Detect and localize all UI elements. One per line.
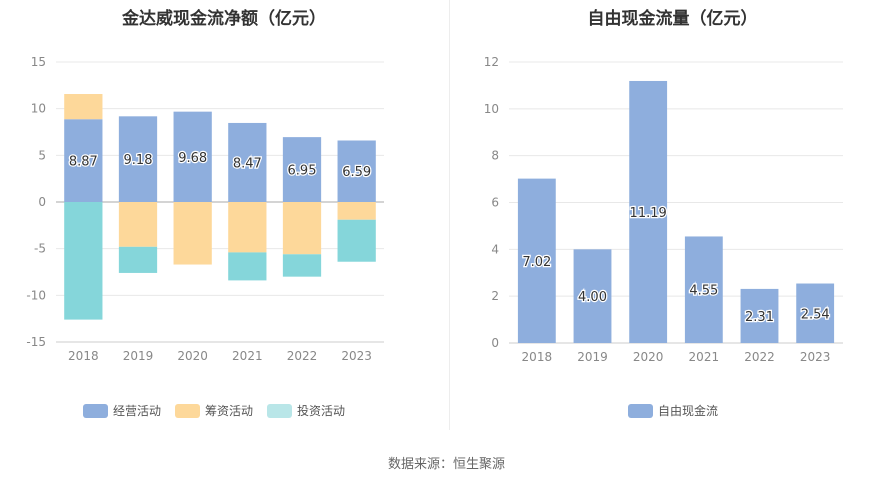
- y-tick-label: 5: [38, 148, 46, 162]
- x-tick-label: 2022: [287, 349, 318, 363]
- free-cash-flow-chart: 12 10 8 6 4 2 0 7.02 4.00 11.19 4.55 2.31 2.54 2018 20…: [484, 55, 843, 364]
- left-chart-title: 金达威现金流净额（亿元）: [122, 9, 326, 29]
- legend-swatch-operating: [83, 403, 108, 418]
- bar-financing-2023: [337, 202, 376, 220]
- legend-swatch-free-cash-flow: [628, 403, 653, 418]
- bar-free_cash_flow-2019: [573, 249, 612, 343]
- data-label: 6.95: [288, 164, 317, 179]
- legend-label-operating: 经营活动: [113, 404, 162, 418]
- bar-investing-2023: [337, 219, 376, 262]
- bar-operating-2019: [118, 116, 158, 202]
- data-label: 8.87: [69, 155, 98, 170]
- bar-financing-2022: [282, 202, 322, 255]
- y-tick-label: 8: [491, 149, 499, 163]
- legend-item-financing[interactable]: 筹资活动: [175, 402, 253, 419]
- bar-free_cash_flow-2020: [629, 80, 668, 343]
- panel-divider: [449, 0, 450, 430]
- y-tick-label: -10: [26, 288, 46, 302]
- y-tick-label: 4: [491, 242, 499, 256]
- data-source-note: 数据来源：恒生聚源: [387, 457, 505, 472]
- data-label: 9.18: [124, 153, 153, 168]
- y-tick-label: 10: [31, 102, 46, 116]
- legend-item-free-cash-flow[interactable]: 自由现金流: [628, 402, 718, 419]
- legend-item-operating[interactable]: 经营活动: [83, 402, 161, 419]
- y-tick-label: 6: [491, 196, 499, 210]
- legend-item-investing[interactable]: 投资活动: [267, 402, 345, 419]
- bar-free_cash_flow-2021: [684, 236, 723, 343]
- x-tick-label: 2023: [800, 350, 831, 364]
- legend-label-financing: 筹资活动: [205, 404, 254, 418]
- data-label: 7.02: [522, 255, 551, 270]
- x-tick-label: 2020: [633, 350, 664, 364]
- bar-operating-2018: [64, 119, 103, 202]
- data-label: 9.68: [178, 151, 207, 166]
- bar-financing-2020: [173, 202, 212, 265]
- legend-swatch-financing: [175, 403, 201, 418]
- x-tick-label: 2022: [744, 350, 775, 364]
- x-tick-label: 2018: [68, 349, 99, 363]
- y-tick-label: 0: [491, 336, 499, 350]
- bar-free_cash_flow-2022: [740, 288, 779, 343]
- bar-operating-2020: [173, 111, 212, 202]
- right-chart-legend: 自由现金流: [628, 402, 732, 419]
- data-label: 6.59: [342, 165, 371, 180]
- data-label: 2.54: [801, 307, 830, 322]
- data-label: 4.55: [689, 284, 718, 299]
- bar-investing-2022: [282, 254, 322, 277]
- x-tick-label: 2019: [577, 350, 608, 364]
- y-tick-label: -15: [26, 335, 46, 349]
- bar-free_cash_flow-2018: [517, 178, 556, 343]
- x-tick-label: 2019: [123, 349, 154, 363]
- y-tick-label: 15: [31, 55, 46, 69]
- x-tick-label: 2023: [341, 349, 372, 363]
- y-tick-label: -5: [34, 242, 46, 256]
- x-tick-label: 2018: [522, 350, 553, 364]
- data-label: 11.19: [630, 206, 667, 221]
- bar-financing-2019: [118, 202, 158, 247]
- bar-free_cash_flow-2023: [796, 283, 835, 343]
- data-label: 4.00: [578, 290, 607, 305]
- bar-investing-2021: [228, 252, 267, 281]
- bar-operating-2023: [337, 140, 376, 202]
- legend-swatch-investing: [267, 403, 293, 418]
- bar-investing-2018: [64, 202, 103, 320]
- y-tick-label: 12: [484, 55, 499, 69]
- bar-financing-2021: [228, 202, 267, 253]
- x-tick-label: 2021: [689, 350, 720, 364]
- bar-investing-2019: [118, 246, 158, 273]
- x-tick-label: 2021: [232, 349, 263, 363]
- data-label: 8.47: [233, 156, 262, 171]
- bar-operating-2022: [282, 137, 322, 202]
- left-chart-legend: 经营活动 筹资活动 投资活动: [83, 402, 359, 419]
- data-label: 2.31: [745, 310, 774, 325]
- x-tick-label: 2020: [177, 349, 208, 363]
- legend-label-free-cash-flow: 自由现金流: [658, 404, 719, 418]
- legend-label-investing: 投资活动: [297, 404, 346, 418]
- bar-operating-2021: [228, 122, 267, 202]
- y-tick-label: 10: [484, 102, 499, 116]
- bar-financing-2018: [64, 94, 103, 120]
- y-tick-label: 2: [491, 289, 499, 303]
- right-chart-title: 自由现金流量（亿元）: [587, 9, 758, 29]
- y-tick-label: 0: [38, 195, 46, 209]
- cash-flow-net-chart: 15 10 5 0 -5 -10 -15 8.87 9.18 9.68 8.47 6.95 6.59 20…: [26, 55, 384, 363]
